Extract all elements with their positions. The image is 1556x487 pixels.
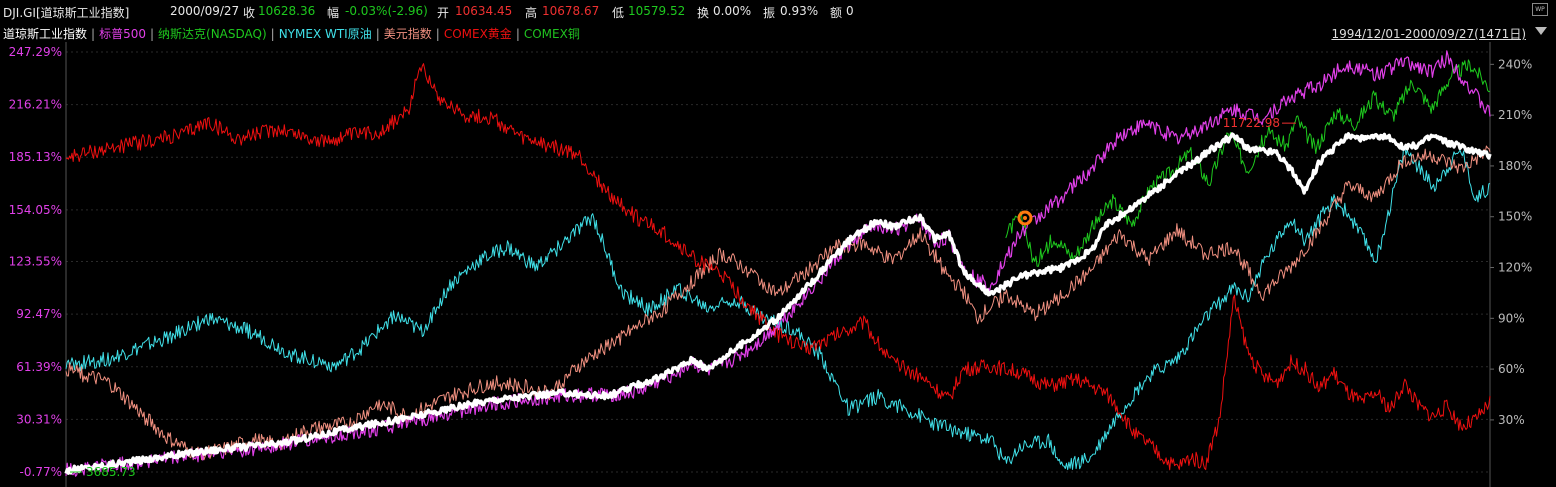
legend-item[interactable]: COMEX铜	[523, 27, 580, 41]
chart-background	[0, 42, 1556, 487]
legend-separator: |	[270, 27, 275, 41]
left-axis-tick: -0.77%	[20, 465, 62, 479]
right-axis-tick: 180%	[1498, 159, 1532, 173]
right-axis-tick: 120%	[1498, 261, 1532, 275]
open-value: 10634.45	[455, 4, 513, 18]
left-axis-tick: 61.39%	[16, 360, 62, 374]
amount-value: 0	[846, 4, 854, 18]
open-label: 开	[437, 6, 450, 20]
legend-item[interactable]: 纳斯达克(NASDAQ)	[158, 27, 267, 41]
series-line	[1005, 59, 1491, 267]
left-axis-tick: 185.13%	[9, 150, 62, 164]
legend-items: 道琼斯工业指数 | 标普500 | 纳斯达克(NASDAQ) | NYMEX WTI原油 | 美…	[3, 25, 580, 42]
right-axis-tick: 150%	[1498, 210, 1532, 224]
triangle-down-icon[interactable]	[1535, 27, 1547, 35]
turnover-label: 换	[697, 6, 710, 20]
amount-label: 额	[830, 6, 843, 20]
right-axis-tick: 90%	[1498, 311, 1525, 325]
series-line	[65, 145, 1491, 461]
right-axis-tick: 30%	[1498, 413, 1525, 427]
legend-item[interactable]: 美元指数	[383, 27, 432, 41]
right-axis-tick: 240%	[1498, 57, 1532, 71]
right-axis-tick: 60%	[1498, 362, 1525, 376]
low-annotation: 3685.73	[86, 465, 136, 479]
overlay-line-chart: 247.29% 216.21% 185.13% 154.05% 123.55% 92.47…	[0, 42, 1556, 487]
change-value: -0.03%(-2.96)	[345, 4, 428, 18]
left-axis-tick: 30.31%	[16, 412, 62, 426]
legend-separator: |	[435, 27, 440, 41]
left-axis-tick: 123.55%	[9, 255, 62, 269]
legend-item[interactable]: 标普500	[99, 27, 146, 41]
close-label: 收	[243, 6, 256, 20]
close-value: 10628.36	[258, 4, 316, 18]
left-axis-tick: 216.21%	[9, 98, 62, 112]
left-axis-tick: 247.29%	[9, 45, 62, 59]
quote-header: DJI.GI[道琼斯工业指数] 2000/09/27 收 10628.36 幅 …	[0, 0, 1556, 22]
low-label: 低	[612, 6, 625, 20]
quote-date: 2000/09/27	[170, 4, 240, 18]
high-annotation: 11722.98	[1223, 116, 1280, 130]
change-label: 幅	[327, 6, 340, 20]
high-value: 10678.67	[542, 4, 600, 18]
legend-item[interactable]: COMEX黄金	[443, 27, 512, 41]
turnover-value: 0.00%	[713, 4, 752, 18]
left-axis-tick: 154.05%	[9, 203, 62, 217]
series-line	[65, 63, 1491, 471]
low-value: 10579.52	[628, 4, 686, 18]
legend-item[interactable]: 道琼斯工业指数	[3, 27, 88, 41]
legend-item[interactable]: NYMEX WTI原油	[278, 27, 372, 41]
right-axis-tick: 210%	[1498, 108, 1532, 122]
legend-separator: |	[375, 27, 380, 41]
security-code[interactable]: DJI.GI[道琼斯工业指数]	[3, 6, 130, 20]
left-axis-tick: 92.47%	[16, 307, 62, 321]
amplitude-label: 振	[763, 6, 776, 20]
legend-separator: |	[515, 27, 520, 41]
series-legend: 道琼斯工业指数 | 标普500 | 纳斯达克(NASDAQ) | NYMEX WTI原油 | 美…	[0, 22, 1556, 42]
legend-separator: |	[149, 27, 155, 41]
wp-icon[interactable]: WP	[1532, 3, 1548, 16]
amplitude-value: 0.93%	[780, 4, 819, 18]
series-line	[64, 132, 1492, 475]
event-marker-dot	[1023, 216, 1027, 220]
legend-separator: |	[91, 27, 96, 41]
event-marker-icon	[1017, 210, 1033, 226]
date-range[interactable]: 1994/12/01-2000/09/27(1471日)	[1331, 27, 1526, 41]
high-label: 高	[525, 6, 538, 20]
